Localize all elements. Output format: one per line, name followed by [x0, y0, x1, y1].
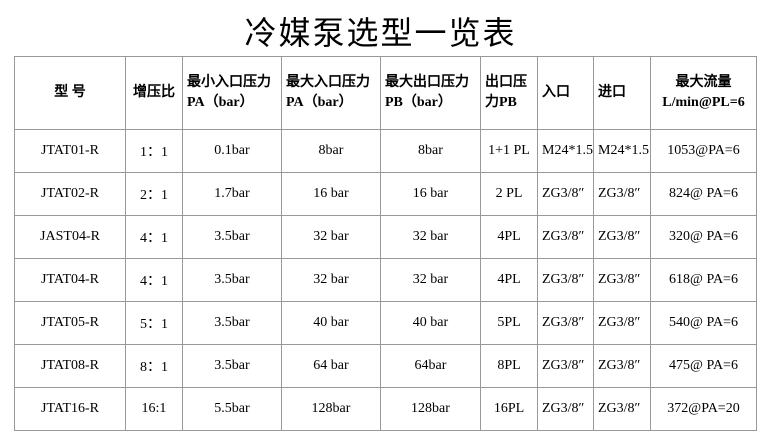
header-cell: 入口: [537, 56, 594, 130]
page-title: 冷媒泵选型一览表: [244, 15, 517, 51]
data-row: JTAT04-R 4：1 3.5bar 32 bar 32 bar 4PL ZG3/8″ ZG…: [14, 258, 757, 302]
data-row: JTAT02-R 2：1 1.7bar 16 bar 16 bar 2 PL ZG3/8″ Z…: [14, 172, 757, 216]
header-line: 最小入口压力: [187, 75, 271, 90]
cell: 4PL: [480, 215, 538, 259]
cell: 8：1: [125, 344, 183, 388]
cell: 1：1: [125, 129, 183, 173]
header-line: PB（bar）: [385, 95, 452, 110]
cell: JTAT02-R: [14, 172, 126, 216]
cell: ZG3/8″: [593, 258, 651, 302]
header-line: 增压比: [133, 85, 175, 100]
header-line: 力PB: [485, 95, 517, 110]
cell: 3.5bar: [182, 258, 282, 302]
header-line: 最大出口压力: [385, 75, 469, 90]
cell: 40 bar: [380, 301, 481, 345]
header-line: PA（bar）: [187, 95, 254, 110]
cell: ZG3/8″: [537, 215, 594, 259]
cell: 372@PA=20: [650, 387, 757, 431]
cell: 824@ PA=6: [650, 172, 757, 216]
selection-table: 型 号 增压比 最小入口压力 PA（bar） 最大入口压力 PA（bar） 最大出口压力 PB…: [14, 56, 757, 431]
cell: 32 bar: [380, 258, 481, 302]
cell: 16:1: [125, 387, 183, 431]
cell: JTAT16-R: [14, 387, 126, 431]
cell: 128bar: [380, 387, 481, 431]
cell: 1+1 PL: [480, 129, 538, 173]
header-cell: 出口压力PB: [480, 56, 538, 130]
cell: 1053@PA=6: [650, 129, 757, 173]
cell: 32 bar: [281, 258, 381, 302]
data-row: JAST04-R 4：1 3.5bar 32 bar 32 bar 4PL ZG3/8″ ZG…: [14, 215, 757, 259]
cell: ZG3/8″: [593, 344, 651, 388]
cell: ZG3/8″: [593, 172, 651, 216]
cell: 8bar: [281, 129, 381, 173]
cell: 16 bar: [380, 172, 481, 216]
cell: 8bar: [380, 129, 481, 173]
header-cell: 进口: [593, 56, 651, 130]
cell: 3.5bar: [182, 301, 282, 345]
cell: 475@ PA=6: [650, 344, 757, 388]
cell: 3.5bar: [182, 215, 282, 259]
cell: ZG3/8″: [593, 301, 651, 345]
data-row: JTAT05-R 5：1 3.5bar 40 bar 40 bar 5PL ZG3/8″ ZG…: [14, 301, 757, 345]
cell: M24*1.5: [593, 129, 651, 173]
cell: 2 PL: [480, 172, 538, 216]
cell: ZG3/8″: [593, 387, 651, 431]
cell: 540@ PA=6: [650, 301, 757, 345]
cell: ZG3/8″: [537, 387, 594, 431]
cell: 128bar: [281, 387, 381, 431]
header-line: 入口: [542, 85, 570, 100]
cell: 618@ PA=6: [650, 258, 757, 302]
header-line: 型 号: [54, 85, 86, 100]
header-line: 出口压: [485, 75, 527, 90]
cell: 8PL: [480, 344, 538, 388]
cell: 5.5bar: [182, 387, 282, 431]
cell: 64bar: [380, 344, 481, 388]
cell: ZG3/8″: [537, 301, 594, 345]
table-body: 型 号 增压比 最小入口压力 PA（bar） 最大入口压力 PA（bar） 最大出口压力 PB…: [14, 56, 757, 431]
cell: ZG3/8″: [593, 215, 651, 259]
cell: 3.5bar: [182, 344, 282, 388]
header-cell: 最大出口压力 PB（bar）: [380, 56, 481, 130]
cell: 16 bar: [281, 172, 381, 216]
header-cell: 最大入口压力 PA（bar）: [281, 56, 381, 130]
cell: JAST04-R: [14, 215, 126, 259]
cell: JTAT05-R: [14, 301, 126, 345]
cell: 40 bar: [281, 301, 381, 345]
cell: 16PL: [480, 387, 538, 431]
cell: 320@ PA=6: [650, 215, 757, 259]
header-line: 最大流量: [675, 75, 732, 90]
cell: 4：1: [125, 215, 183, 259]
header-row: 型 号 增压比 最小入口压力 PA（bar） 最大入口压力 PA（bar） 最大出口压力 PB…: [14, 56, 757, 130]
cell: M24*1.5: [537, 129, 594, 173]
cell: 32 bar: [281, 215, 381, 259]
header-line: L/min@PL=6: [662, 95, 745, 110]
cell: ZG3/8″: [537, 258, 594, 302]
header-cell: 最大流量 L/min@PL=6: [650, 56, 757, 130]
cell: ZG3/8″: [537, 172, 594, 216]
cell: 32 bar: [380, 215, 481, 259]
cell: JTAT04-R: [14, 258, 126, 302]
cell: 4：1: [125, 258, 183, 302]
header-cell: 增压比: [125, 56, 183, 130]
header-line: 进口: [598, 85, 626, 100]
header-cell: 最小入口压力 PA（bar）: [182, 56, 282, 130]
cell: JTAT01-R: [14, 129, 126, 173]
cell: ZG3/8″: [537, 344, 594, 388]
cell: 64 bar: [281, 344, 381, 388]
cell: 5PL: [480, 301, 538, 345]
cell: 1.7bar: [182, 172, 282, 216]
cell: 5：1: [125, 301, 183, 345]
cell: 0.1bar: [182, 129, 282, 173]
header-line: PA（bar）: [286, 95, 353, 110]
data-row: JTAT16-R 16:1 5.5bar 128bar 128bar 16PL ZG3/8″…: [14, 387, 757, 431]
header-cell: 型 号: [14, 56, 126, 130]
data-row: JTAT08-R 8：1 3.5bar 64 bar 64bar 8PL ZG3/8″ ZG3…: [14, 344, 757, 388]
cell: JTAT08-R: [14, 344, 126, 388]
data-row: JTAT01-R 1：1 0.1bar 8bar 8bar 1+1 PL M24*1.5 M2…: [14, 129, 757, 173]
cell: 2：1: [125, 172, 183, 216]
cell: 4PL: [480, 258, 538, 302]
header-line: 最大入口压力: [286, 75, 370, 90]
